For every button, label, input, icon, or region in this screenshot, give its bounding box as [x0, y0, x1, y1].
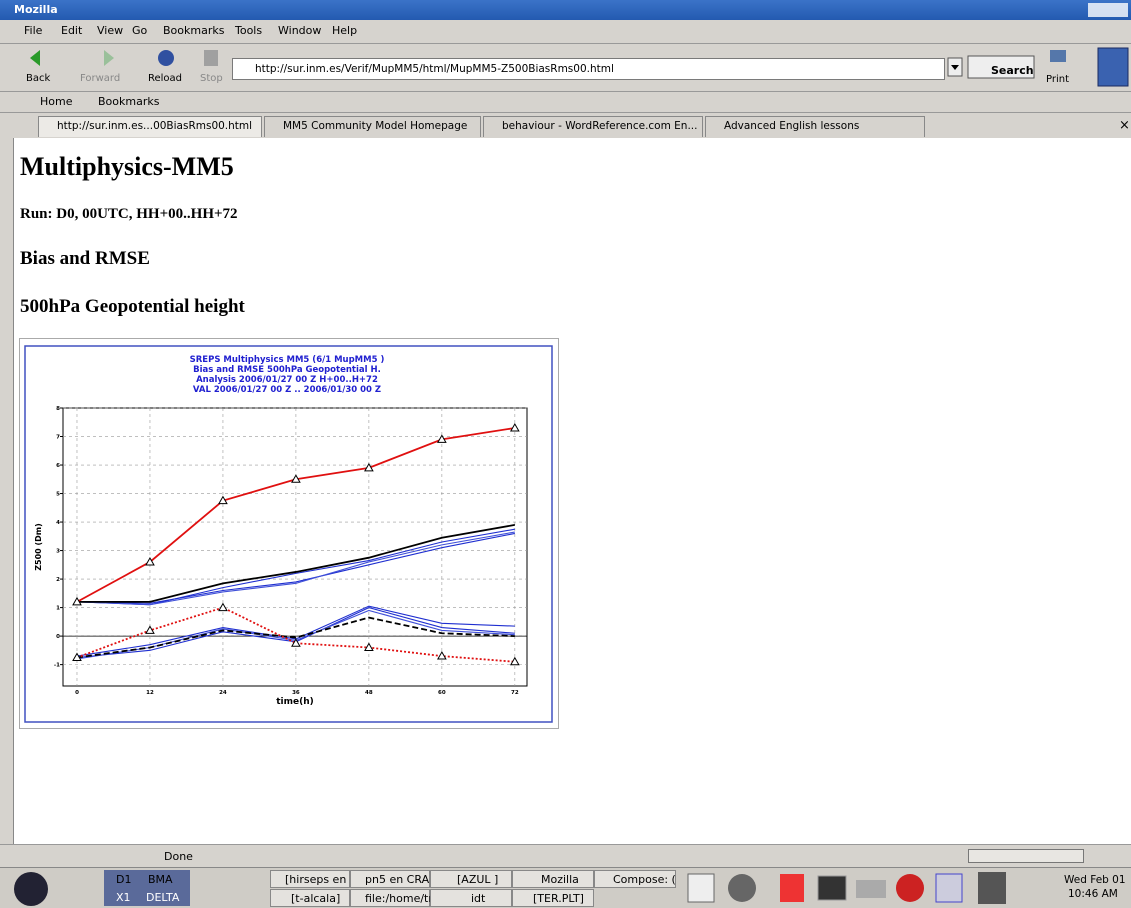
y-tick-label: 2: [56, 577, 60, 583]
task[interactable]: [hirseps en (: [270, 870, 350, 888]
print-label[interactable]: Print: [1046, 74, 1069, 85]
x-tick-label: 0: [75, 690, 79, 696]
x-tick-label: 12: [146, 690, 154, 696]
menu-item[interactable]: Go: [132, 24, 147, 37]
back-label[interactable]: Back: [26, 73, 50, 84]
stop-icon[interactable]: [204, 50, 218, 66]
close-tab[interactable]: ×: [1119, 118, 1130, 133]
workspace[interactable]: D1: [116, 873, 131, 886]
window-title: Mozilla: [14, 3, 58, 16]
y-tick-label: 7: [56, 435, 60, 441]
task[interactable]: file:/home/tr: [350, 889, 430, 907]
y-axis-label: Z500 (Dm): [34, 523, 43, 571]
menu-item[interactable]: Help: [332, 24, 357, 37]
menu-item[interactable]: File: [24, 24, 42, 37]
menu-item[interactable]: Edit: [61, 24, 82, 37]
y-tick-label: 6: [56, 463, 60, 469]
print-icon[interactable]: [1050, 50, 1066, 62]
forward-icon[interactable]: [104, 50, 114, 66]
back-icon[interactable]: [30, 50, 40, 66]
tab[interactable]: behaviour - WordReference.com En...: [483, 116, 703, 137]
bookmark-folder[interactable]: Bookmarks: [98, 95, 159, 108]
gnome-foot[interactable]: [14, 872, 48, 906]
tab[interactable]: http://sur.inm.es...00BiasRms00.html: [38, 116, 262, 137]
menu-item[interactable]: Window: [278, 24, 321, 37]
launcher[interactable]: [728, 874, 756, 902]
workspace[interactable]: X1: [116, 891, 131, 904]
launchers: [684, 870, 1024, 906]
task[interactable]: [TER.PLT]: [512, 889, 594, 907]
chart-title: VAL 2006/01/27 00 Z .. 2006/01/30 00 Z: [193, 385, 381, 395]
url: http://sur.inm.es/Verif/MupMM5/html/MupM…: [255, 63, 614, 75]
tab-title: behaviour - WordReference.com En...: [502, 120, 697, 132]
browser-window: Mozilla File Edit View Go Bookmarks Tool…: [0, 0, 1131, 908]
chart-title: Bias and RMSE 500hPa Geopotential H.: [193, 365, 381, 375]
window-controls[interactable]: [1088, 3, 1128, 17]
separator: [0, 91, 1131, 92]
y-tick-label: 1: [56, 606, 60, 612]
x-tick-label: 24: [219, 690, 227, 696]
x-tick-label: 72: [511, 690, 519, 696]
x-tick-label: 36: [292, 690, 300, 696]
tab-title: MM5 Community Model Homepage: [283, 120, 467, 132]
bookmark-home[interactable]: Home: [40, 95, 72, 108]
url-bar[interactable]: http://sur.inm.es/Verif/MupMM5/html/MupM…: [232, 58, 945, 80]
reload-icon[interactable]: [158, 50, 174, 66]
task[interactable]: [t-alcala]: [270, 889, 350, 907]
y-tick-label: 4: [56, 520, 60, 526]
menu-item[interactable]: View: [97, 24, 123, 37]
heading: Multiphysics-MM5: [20, 152, 234, 182]
launcher[interactable]: [896, 874, 924, 902]
launcher[interactable]: [936, 874, 962, 902]
chart: SREPS Multiphysics MM5 (6/1 MupMM5 )Bias…: [19, 338, 559, 729]
mozilla-logo: [1098, 48, 1128, 86]
x-tick-label: 48: [365, 690, 373, 696]
separator: [0, 112, 1131, 113]
search-label[interactable]: Search: [991, 64, 1034, 77]
task[interactable]: [AZUL ]: [430, 870, 512, 888]
x-axis-label: time(h): [276, 697, 314, 707]
launcher[interactable]: [978, 872, 1006, 904]
image-border: [20, 339, 559, 729]
launcher[interactable]: [780, 874, 804, 902]
tab-title: http://sur.inm.es...00BiasRms00.html: [57, 120, 252, 132]
launcher[interactable]: [856, 880, 886, 898]
workspace[interactable]: DELTA: [146, 891, 179, 904]
y-tick-label: 3: [56, 549, 60, 555]
workspace[interactable]: BMA: [148, 873, 173, 886]
taskbar: D1 BMA X1 DELTA [hirseps en ( [t-alcala]…: [0, 867, 1131, 908]
tab[interactable]: Advanced English lessons: [705, 116, 925, 137]
progress-bar: [968, 849, 1084, 863]
clock-date: Wed Feb 01: [1064, 874, 1126, 886]
y-tick-label: 0: [56, 634, 60, 640]
task[interactable]: pn5 en CRA: [350, 870, 430, 888]
menu-item[interactable]: Bookmarks: [163, 24, 224, 37]
subsection-title: 500hPa Geopotential height: [20, 296, 245, 318]
y-tick-label: -1: [54, 663, 60, 669]
section-title: Bias and RMSE: [20, 248, 150, 270]
title-bar: Mozilla: [0, 0, 1131, 20]
chart-title: SREPS Multiphysics MM5 (6/1 MupMM5 ): [190, 355, 385, 365]
tab[interactable]: MM5 Community Model Homepage: [264, 116, 481, 137]
status-text: Done: [164, 850, 193, 863]
y-tick-label: 8: [56, 406, 60, 412]
y-tick-label: 5: [56, 492, 60, 498]
launcher[interactable]: [688, 874, 714, 902]
chart-title: Analysis 2006/01/27 00 Z H+00..H+72: [196, 375, 378, 385]
menu-item[interactable]: Tools: [235, 24, 262, 37]
run-info: Run: D0, 00UTC, HH+00..HH+72: [20, 206, 238, 223]
clock-time: 10:46 AM: [1068, 888, 1118, 900]
status-bar: Done: [0, 844, 1131, 866]
task[interactable]: idt: [430, 889, 512, 907]
x-tick-label: 60: [438, 690, 446, 696]
task[interactable]: Mozilla: [512, 870, 594, 888]
task[interactable]: Compose: (r: [594, 870, 676, 888]
stop-label[interactable]: Stop: [200, 73, 223, 84]
page: {"window": {"title": "Mozilla"}, "menu":…: [0, 0, 1131, 908]
tab-title: Advanced English lessons: [724, 120, 859, 132]
reload-label[interactable]: Reload: [148, 73, 182, 84]
forward-label[interactable]: Forward: [80, 73, 120, 84]
launcher[interactable]: [818, 876, 846, 900]
